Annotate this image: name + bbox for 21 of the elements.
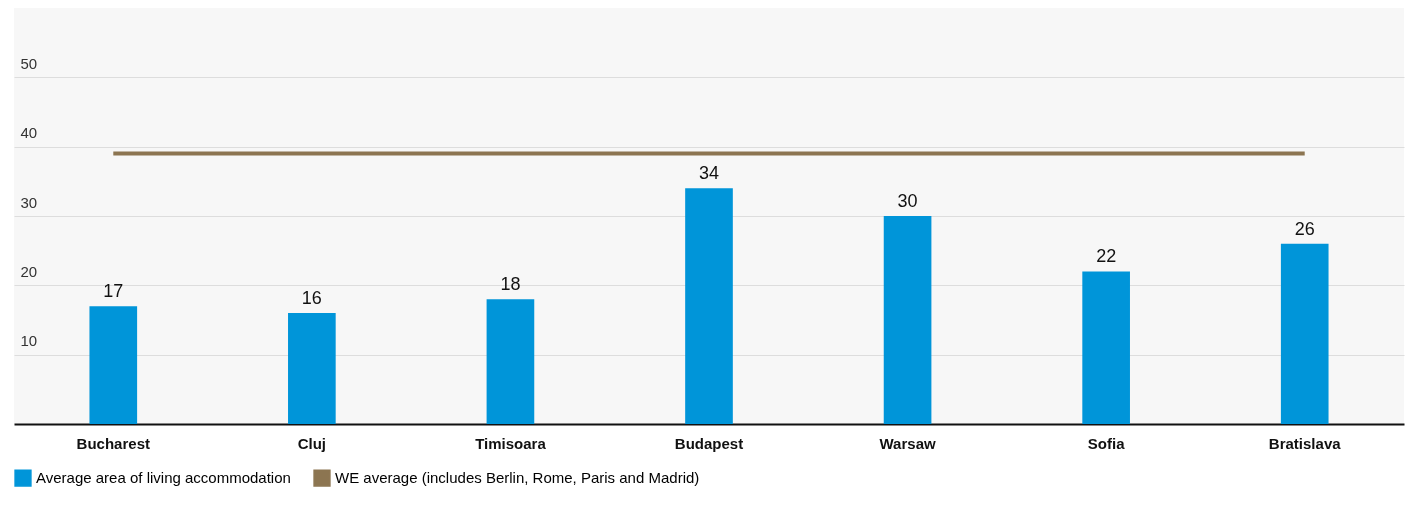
x-tick-label: Cluj (297, 434, 327, 452)
y-tick-label: 50 (20, 54, 38, 72)
data-label: 16 (301, 288, 322, 309)
y-tick-label: 40 (20, 124, 38, 142)
x-tick-label: Timisoara (475, 434, 547, 452)
x-tick-label: Budapest (674, 434, 744, 452)
x-tick-label: Warsaw (879, 434, 936, 452)
x-tick-label: Bratislava (1268, 434, 1342, 452)
x-tick-label: Sofia (1087, 434, 1126, 452)
data-label: 30 (897, 191, 918, 211)
data-label: 26 (1294, 218, 1315, 239)
data-label: 18 (500, 274, 521, 295)
x-tick-label: Bucharest (76, 434, 150, 452)
y-tick-label: 10 (20, 332, 38, 350)
data-label: 22 (1096, 246, 1117, 267)
y-tick-label: 20 (20, 262, 38, 280)
legend-label: Average area of living accommodation (36, 469, 291, 487)
y-tick-label: 30 (20, 193, 38, 211)
data-label: 34 (698, 163, 720, 184)
data-label: 17 (103, 281, 124, 302)
legend-label: WE average (includes Berlin, Rome, Paris and Madrid) (335, 469, 700, 487)
